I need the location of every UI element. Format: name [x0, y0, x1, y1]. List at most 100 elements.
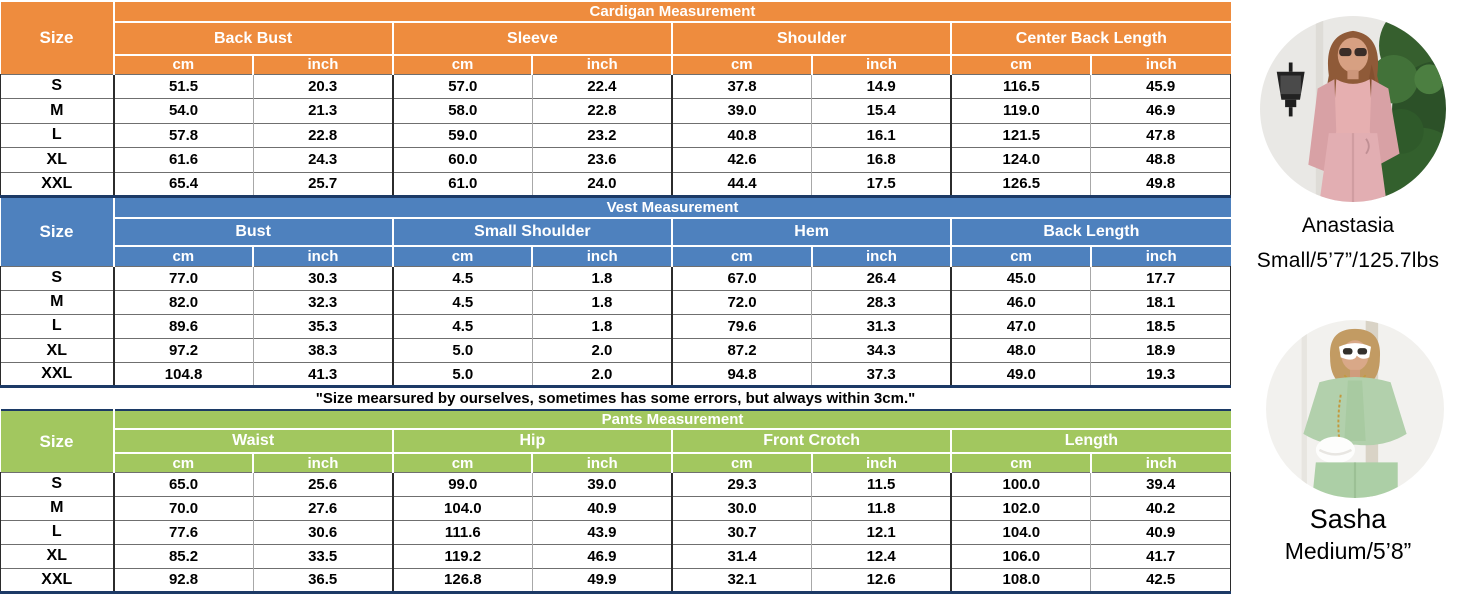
measurement-value: 104.8 — [112, 362, 254, 387]
table-row: XL 61.6 24.3 60.0 23.6 42.6 16.8 124.0 48.8 — [0, 147, 1231, 172]
measurement-value: 77.6 — [112, 519, 254, 545]
measurement-value: 35.3 — [252, 313, 393, 339]
measurement-value: 126.8 — [391, 567, 533, 593]
table-row: M 70.0 27.6 104.0 40.9 30.0 11.8 102.0 40.2 — [0, 495, 1231, 521]
measurement-value: 65.0 — [112, 471, 254, 497]
group-header-row: Bust Small Shoulder Hem Back Length — [1, 218, 1231, 247]
measurement-value: 126.5 — [950, 171, 1091, 197]
measurement-value: 108.0 — [950, 567, 1091, 593]
unit-header: cm — [950, 246, 1091, 266]
measurement-value: 102.0 — [950, 495, 1091, 521]
measurement-value: 40.8 — [671, 122, 812, 148]
row-size-label: XL — [0, 338, 115, 363]
measurement-value: 39.0 — [671, 98, 812, 123]
unit-header: inch — [531, 246, 672, 266]
measurement-value: 37.3 — [811, 362, 952, 387]
measurement-value: 4.5 — [391, 313, 533, 339]
measurement-value: 20.3 — [252, 73, 393, 99]
size-column-header: Size — [0, 198, 115, 266]
measurement-disclaimer-note: "Size mearsured by ourselves, sometimes … — [0, 388, 1231, 410]
cardigan-measurement-table: Size Cardigan Measurement Back Bust Sleev… — [0, 2, 1231, 198]
measurement-value: 99.0 — [391, 471, 533, 497]
sasha-photo-illustration — [1266, 320, 1444, 498]
measurement-value: 47.0 — [950, 313, 1091, 339]
unit-header: cm — [391, 453, 533, 473]
measurement-value: 89.6 — [112, 313, 254, 339]
measurement-value: 16.1 — [811, 122, 952, 148]
unit-header: cm — [950, 55, 1091, 74]
measurement-value: 47.8 — [1090, 122, 1231, 148]
measurement-value: 40.9 — [1090, 519, 1231, 545]
row-size-label: M — [0, 495, 115, 521]
row-size-label: L — [0, 313, 115, 339]
measurement-value: 12.1 — [811, 519, 952, 545]
measurement-value: 24.0 — [531, 171, 672, 197]
table-row: L 89.6 35.3 4.5 1.8 79.6 31.3 47.0 18.5 — [0, 313, 1231, 339]
measurement-value: 49.0 — [950, 362, 1091, 387]
measurement-value: 18.1 — [1090, 289, 1231, 315]
measurement-value: 22.8 — [252, 122, 393, 148]
measurement-value: 39.4 — [1090, 471, 1231, 497]
measurement-value: 121.5 — [950, 122, 1091, 148]
unit-header: inch — [531, 453, 672, 473]
measurement-value: 30.3 — [252, 265, 393, 291]
measurement-value: 18.9 — [1090, 338, 1231, 363]
group-header: Hem — [670, 218, 952, 247]
measurement-value: 16.8 — [811, 147, 952, 172]
model-name: Anastasia — [1301, 214, 1395, 237]
vest-measurement-table: Size Vest Measurement Bust Small Shoulder… — [0, 198, 1231, 389]
unit-header: inch — [1089, 55, 1231, 74]
measurement-value: 4.5 — [391, 265, 533, 291]
unit-header: cm — [671, 246, 812, 266]
measurement-value: 2.0 — [531, 362, 672, 387]
table-row: S 51.5 20.3 57.0 22.4 37.8 14.9 116.5 45.9 — [0, 73, 1231, 99]
measurement-value: 18.5 — [1090, 313, 1231, 339]
measurement-value: 40.2 — [1090, 495, 1231, 521]
measurement-value: 12.4 — [811, 543, 952, 569]
unit-header: cm — [391, 55, 533, 74]
measurement-value: 119.0 — [950, 98, 1091, 123]
measurement-value: 12.6 — [811, 567, 952, 593]
table-row: L 57.8 22.8 59.0 23.2 40.8 16.1 121.5 47.8 — [0, 122, 1231, 148]
measurement-value: 30.7 — [671, 519, 812, 545]
units-header-row: cm inch cm inch cm inch cm inch — [1, 453, 1231, 473]
measurement-value: 111.6 — [391, 519, 533, 545]
measurement-value: 1.8 — [531, 289, 672, 315]
measurement-value: 14.9 — [811, 73, 952, 99]
model-size-spec: Small/5’7”/125.7lbs — [1256, 249, 1440, 272]
measurement-value: 82.0 — [112, 289, 254, 315]
measurement-value: 116.5 — [950, 73, 1091, 99]
table-row: XL 97.2 38.3 5.0 2.0 87.2 34.3 48.0 18.9 — [0, 338, 1231, 363]
measurement-value: 46.9 — [1090, 98, 1231, 123]
measurement-value: 87.2 — [671, 338, 812, 363]
measurement-value: 104.0 — [950, 519, 1091, 545]
measurement-value: 61.0 — [391, 171, 533, 197]
measurement-value: 22.4 — [531, 73, 672, 99]
measurement-value: 26.4 — [811, 265, 952, 291]
units-header-row: cm inch cm inch cm inch cm inch — [1, 246, 1231, 266]
unit-header: inch — [252, 453, 393, 473]
group-header: Hip — [391, 429, 672, 455]
group-header: Back Bust — [112, 22, 393, 56]
unit-header: inch — [252, 246, 393, 266]
measurement-value: 1.8 — [531, 313, 672, 339]
group-header: Length — [950, 429, 1231, 455]
measurement-value: 40.9 — [531, 495, 672, 521]
row-size-label: XXL — [0, 171, 115, 197]
row-size-label: S — [0, 265, 115, 291]
measurement-value: 92.8 — [112, 567, 254, 593]
row-size-label: XXL — [0, 567, 115, 593]
measurement-value: 46.9 — [531, 543, 672, 569]
size-column-header: Size — [0, 2, 115, 74]
group-header: Back Length — [950, 218, 1231, 247]
measurement-value: 51.5 — [112, 73, 254, 99]
measurement-value: 31.3 — [811, 313, 952, 339]
measurement-tables: Size Cardigan Measurement Back Bust Sleev… — [0, 2, 1232, 594]
table-row: S 65.0 25.6 99.0 39.0 29.3 11.5 100.0 39.4 — [0, 471, 1231, 497]
table-row: XXL 92.8 36.5 126.8 49.9 32.1 12.6 108.0 42.5 — [0, 567, 1231, 593]
measurement-value: 48.8 — [1090, 147, 1231, 172]
pants-measurement-table: Size Pants Measurement Waist Hip Front Cro… — [0, 409, 1231, 594]
unit-header: inch — [1089, 246, 1231, 266]
row-size-label: XXL — [0, 362, 115, 387]
